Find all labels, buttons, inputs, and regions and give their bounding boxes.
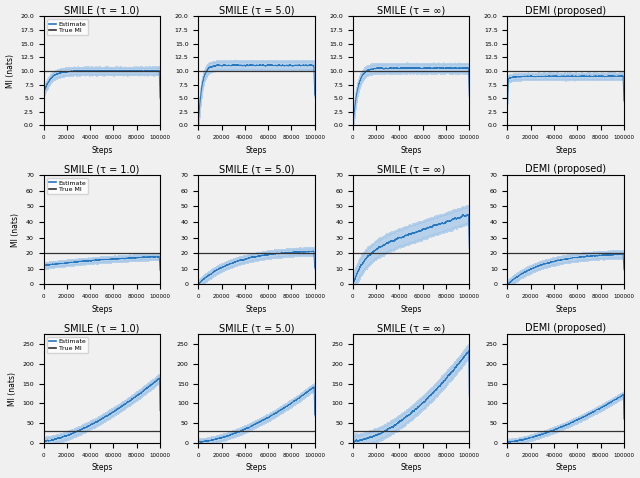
X-axis label: Steps: Steps [246,304,267,314]
Legend: Estimate, True MI: Estimate, True MI [47,178,88,194]
Title: SMILE (τ = 1.0): SMILE (τ = 1.0) [64,323,140,333]
Title: DEMI (proposed): DEMI (proposed) [525,323,606,333]
X-axis label: Steps: Steps [91,464,113,472]
Legend: Estimate, True MI: Estimate, True MI [47,20,88,35]
Y-axis label: MI (nats): MI (nats) [12,213,20,247]
Title: SMILE (τ = 5.0): SMILE (τ = 5.0) [219,6,294,16]
X-axis label: Steps: Steps [246,464,267,472]
X-axis label: Steps: Steps [91,304,113,314]
Title: DEMI (proposed): DEMI (proposed) [525,6,606,16]
X-axis label: Steps: Steps [91,146,113,155]
X-axis label: Steps: Steps [555,464,577,472]
Legend: Estimate, True MI: Estimate, True MI [47,337,88,353]
X-axis label: Steps: Steps [555,146,577,155]
Title: SMILE (τ = ∞): SMILE (τ = ∞) [377,323,445,333]
X-axis label: Steps: Steps [401,304,422,314]
Title: SMILE (τ = 1.0): SMILE (τ = 1.0) [64,164,140,174]
X-axis label: Steps: Steps [401,464,422,472]
X-axis label: Steps: Steps [401,146,422,155]
Y-axis label: MI (nats): MI (nats) [8,371,17,406]
Title: SMILE (τ = 1.0): SMILE (τ = 1.0) [64,6,140,16]
X-axis label: Steps: Steps [555,304,577,314]
Title: DEMI (proposed): DEMI (proposed) [525,164,606,174]
Title: SMILE (τ = ∞): SMILE (τ = ∞) [377,164,445,174]
X-axis label: Steps: Steps [246,146,267,155]
Y-axis label: MI (nats): MI (nats) [6,54,15,88]
Title: SMILE (τ = ∞): SMILE (τ = ∞) [377,6,445,16]
Title: SMILE (τ = 5.0): SMILE (τ = 5.0) [219,323,294,333]
Title: SMILE (τ = 5.0): SMILE (τ = 5.0) [219,164,294,174]
